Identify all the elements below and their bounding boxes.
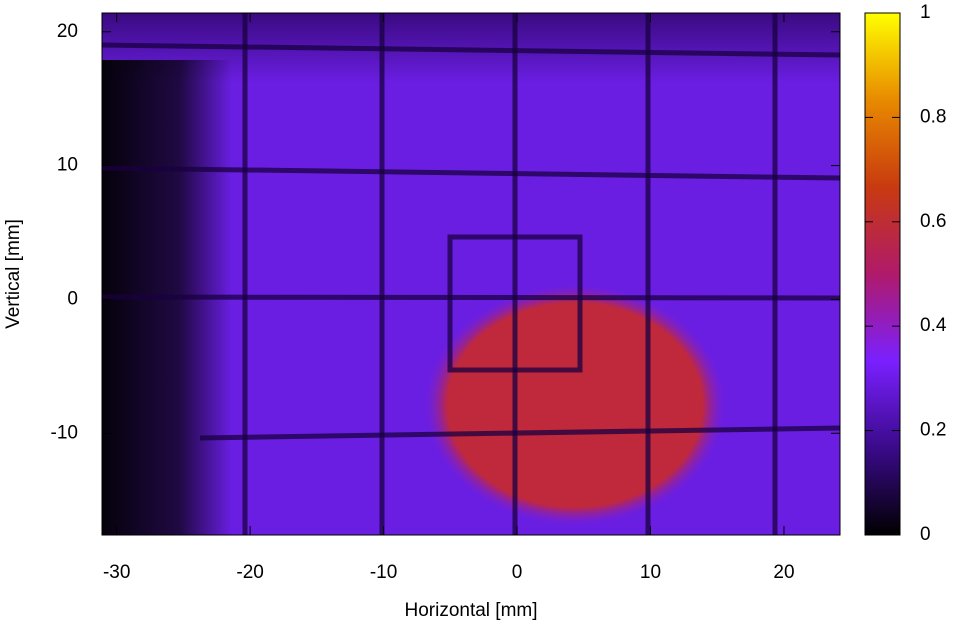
y-axis-label: Vertical [mm] [3, 219, 24, 329]
y-tick-label: 0 [67, 288, 78, 309]
x-tick-label: -10 [370, 562, 397, 583]
plot-frame [101, 12, 841, 536]
x-tick-label: 10 [640, 562, 661, 583]
x-tick-label: -20 [236, 562, 263, 583]
colorbar-tick-label: 0.8 [920, 106, 946, 127]
y-tick-label: -10 [51, 422, 78, 443]
y-tick-label: 10 [57, 155, 78, 176]
colorbar-tick-label: 0 [920, 524, 931, 545]
colorbar-tick-label: 1 [920, 2, 931, 23]
heatmap-image [101, 13, 841, 535]
colorbar [864, 12, 901, 536]
y-tick-label: 20 [57, 21, 78, 42]
x-tick-label: 0 [512, 562, 523, 583]
colorbar-tick-label: 0.4 [920, 315, 947, 336]
x-tick-label: 20 [773, 562, 794, 583]
colorbar-tick-label: 0.2 [920, 420, 946, 441]
x-tick-label: -30 [103, 562, 130, 583]
colorbar-tick-label: 0.6 [920, 211, 946, 232]
x-axis-label: Horizontal [mm] [404, 600, 537, 621]
